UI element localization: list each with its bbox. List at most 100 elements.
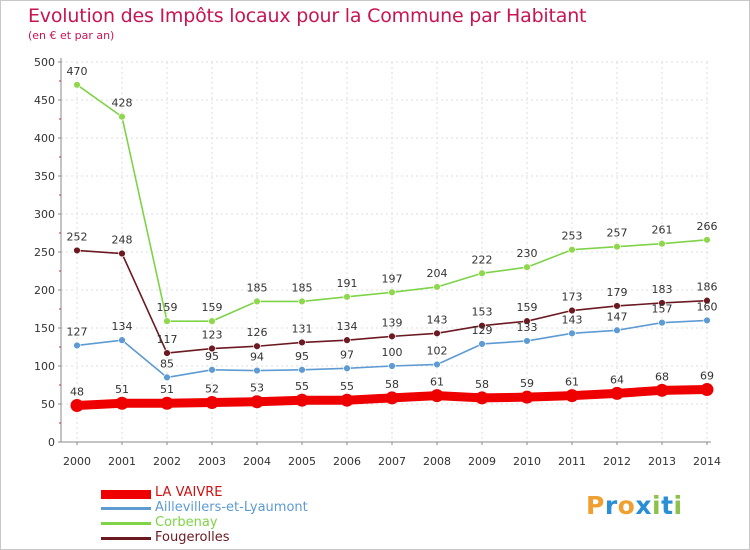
legend-label-fougerolles: Fougerolles [155,530,230,545]
data-label-la-vaivre-2002: 51 [160,383,174,396]
logo-letter: o [617,491,636,520]
point-aillevillers-et-lyaumont-2008 [433,360,441,369]
point-corbenay-2006 [343,293,351,301]
point-aillevillers-et-lyaumont-2009 [478,340,486,348]
point-fougerolles-2009 [478,322,486,330]
data-label-la-vaivre-2010: 59 [520,377,534,390]
logo-letter: t [661,491,674,520]
data-label-la-vaivre-2008: 61 [430,376,444,389]
x-tick-label-2001: 2001 [108,455,136,468]
data-label-fougerolles-2008: 143 [427,313,448,326]
point-la-vaivre-2007 [385,391,399,405]
point-corbenay-2011 [568,246,576,254]
x-tick-label-2011: 2011 [558,455,586,468]
point-corbenay-2005 [298,297,306,306]
point-la-vaivre-2000 [70,399,84,413]
data-label-corbenay-2012: 257 [607,227,628,240]
point-fougerolles-2011 [568,306,576,315]
chart-title: Evolution des Impôts locaux pour la Comm… [28,5,587,27]
point-corbenay-2009 [478,269,486,277]
point-aillevillers-et-lyaumont-2006 [343,364,351,372]
point-la-vaivre-2010 [520,390,534,404]
data-label-corbenay-2013: 261 [652,224,673,237]
legend-swatch-aillevillers-et-lyaumont [101,507,151,510]
legend-swatch-la-vaivre [101,490,151,499]
data-label-fougerolles-2009: 153 [472,306,493,319]
point-fougerolles-2007 [388,332,396,341]
legend-swatch-corbenay [101,522,151,525]
point-aillevillers-et-lyaumont-2013 [658,318,666,327]
logo-letter: x [635,491,652,520]
data-label-aillevillers-et-lyaumont-2002: 85 [160,357,174,370]
y-tick-label-50: 50 [41,398,55,411]
data-label-la-vaivre-2003: 52 [205,382,219,395]
data-label-la-vaivre-2012: 64 [610,373,624,386]
data-label-aillevillers-et-lyaumont-2004: 94 [250,351,264,364]
data-label-corbenay-2009: 222 [472,253,493,266]
point-la-vaivre-2013 [655,383,669,397]
point-corbenay-2001 [118,113,126,121]
x-tick-label-2006: 2006 [333,455,361,468]
data-label-corbenay-2007: 197 [382,272,403,285]
data-label-aillevillers-et-lyaumont-2008: 102 [427,344,448,357]
point-la-vaivre-2008 [430,389,444,403]
point-corbenay-2008 [433,283,441,291]
point-la-vaivre-2014 [700,383,714,397]
data-label-aillevillers-et-lyaumont-2000: 127 [67,325,88,338]
data-label-aillevillers-et-lyaumont-2001: 134 [112,320,133,333]
point-la-vaivre-2004 [250,395,264,409]
point-corbenay-2003 [208,317,216,325]
point-fougerolles-2003 [208,344,216,353]
data-label-fougerolles-2011: 173 [562,291,583,304]
y-tick-label-400: 400 [34,132,55,145]
point-aillevillers-et-lyaumont-2014 [703,316,711,325]
point-fougerolles-2004 [253,342,261,350]
point-la-vaivre-2009 [475,391,489,405]
point-fougerolles-2005 [298,338,306,347]
point-aillevillers-et-lyaumont-2004 [253,366,261,375]
point-la-vaivre-2002 [160,396,174,410]
data-label-la-vaivre-2000: 48 [70,386,84,399]
data-label-corbenay-2001: 428 [112,97,133,110]
x-tick-label-2009: 2009 [468,455,496,468]
point-corbenay-2010 [523,263,531,271]
data-label-corbenay-2008: 204 [427,267,448,280]
legend-label-aillevillers-et-lyaumont: Aillevillers-et-Lyaumont [155,500,308,515]
chart-subtitle: (en € et par an) [28,29,115,42]
y-tick-label-300: 300 [34,208,55,221]
data-label-la-vaivre-2005: 55 [295,380,309,393]
point-corbenay-2000 [73,81,81,89]
data-label-aillevillers-et-lyaumont-2003: 95 [205,350,219,363]
data-label-aillevillers-et-lyaumont-2014: 160 [697,300,718,313]
data-label-aillevillers-et-lyaumont-2012: 147 [607,310,628,323]
x-tick-label-2010: 2010 [513,455,541,468]
logo-letter: i [652,491,662,520]
logo-letter: r [604,491,618,520]
point-fougerolles-2002 [163,349,171,357]
y-tick-label-450: 450 [34,94,55,107]
data-label-fougerolles-2014: 186 [697,281,718,294]
x-tick-label-2004: 2004 [243,455,271,468]
data-label-fougerolles-2001: 248 [112,234,133,247]
point-fougerolles-2001 [118,249,126,258]
data-label-corbenay-2004: 185 [247,281,268,294]
legend-label-la-vaivre: LA VAIVRE [155,485,223,500]
point-corbenay-2013 [658,239,666,248]
y-tick-label-100: 100 [34,360,55,373]
point-corbenay-2002 [163,317,171,325]
point-aillevillers-et-lyaumont-2002 [163,373,171,382]
point-fougerolles-2014 [703,296,711,305]
data-label-aillevillers-et-lyaumont-2011: 143 [562,313,583,326]
data-label-corbenay-2011: 253 [562,230,583,243]
x-tick-label-2012: 2012 [603,455,631,468]
point-fougerolles-2013 [658,299,666,307]
data-label-aillevillers-et-lyaumont-2013: 157 [652,303,673,316]
point-la-vaivre-2001 [115,396,129,410]
data-label-fougerolles-2010: 159 [517,301,538,314]
point-la-vaivre-2011 [565,389,579,403]
data-label-corbenay-2014: 266 [697,220,718,233]
point-aillevillers-et-lyaumont-2003 [208,366,216,374]
point-la-vaivre-2005 [295,393,309,407]
